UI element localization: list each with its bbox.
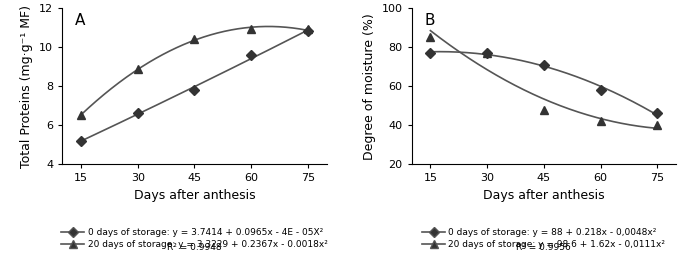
Text: B: B [425,13,435,28]
Legend: 0 days of storage: y = 3.7414 + 0.0965x - 4E - 05X², 20 days of storage: y = 3.3: 0 days of storage: y = 3.7414 + 0.0965x … [61,228,328,249]
Text: R² = 0.9956: R² = 0.9956 [517,243,571,252]
Y-axis label: Total Proteins (mg·g⁻¹ MF): Total Proteins (mg·g⁻¹ MF) [21,5,33,168]
Text: R² = 0.9948: R² = 0.9948 [167,243,221,252]
Y-axis label: Degree of moisture (%): Degree of moisture (%) [363,13,376,160]
Legend: 0 days of storage: y = 88 + 0.218x - 0,0048x², 20 days of storage: y = 98.6 + 1.: 0 days of storage: y = 88 + 0.218x - 0,0… [422,228,665,249]
Text: A: A [75,13,86,28]
X-axis label: Days after anthesis: Days after anthesis [483,189,604,202]
X-axis label: Days after anthesis: Days after anthesis [134,189,255,202]
